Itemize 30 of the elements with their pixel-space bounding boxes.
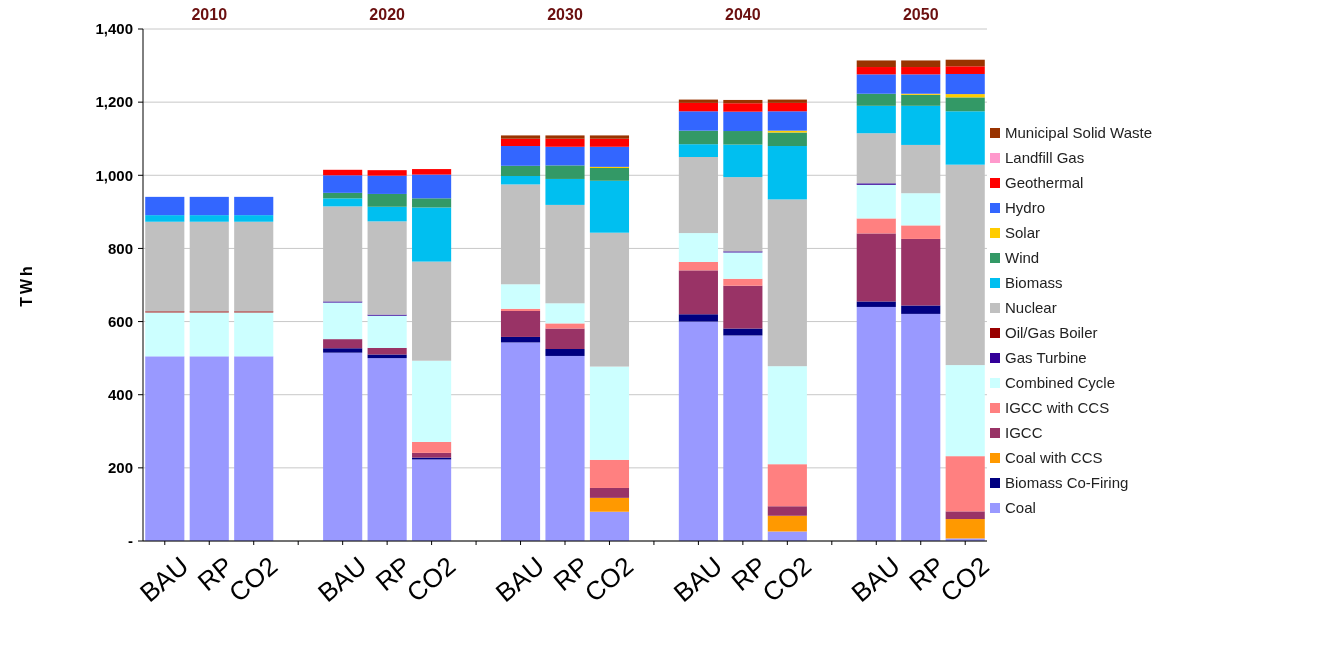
legend-label: Hydro [1005,199,1046,217]
y-tick-label: 800 [107,239,133,257]
legend-label: Oil/Gas Boiler [1005,324,1098,342]
text: 2050 [902,6,939,23]
y-tick-label: 400 [107,385,133,403]
legend-label: IGCC [1005,424,1043,442]
legend-label: Wind [1005,249,1040,267]
legend-label: Biomass [1005,274,1063,292]
legend-label: Geothermal [1005,174,1084,192]
legend-label: Coal with CCS [1005,449,1103,467]
legend-label: Municipal Solid Waste [1005,124,1153,142]
y-tick-label: 200 [107,459,133,477]
text: 2010 [191,6,228,23]
legend-label: Landfill Gas [1005,149,1085,167]
text: 2040 [725,6,761,23]
y-tick-label: 1,400 [95,20,133,38]
legend-label: Nuclear [1005,299,1057,317]
legend-label: IGCC with CCS [1005,399,1110,417]
legend-label: Coal [1005,499,1036,517]
text: 2030 [547,6,583,23]
y-tick-label: 600 [107,312,133,330]
y-tick-label: - [128,532,133,550]
y-axis-title: TWh [18,263,35,307]
legend-label: Biomass Co-Firing [1005,474,1129,492]
legend-label: Combined Cycle [1005,374,1116,392]
legend-label: Gas Turbine [1005,349,1087,367]
legend-label: Solar [1005,224,1041,242]
y-tick-label: 1,200 [95,93,133,111]
y-tick-label: 1,000 [95,166,133,184]
text: 2020 [369,6,406,23]
